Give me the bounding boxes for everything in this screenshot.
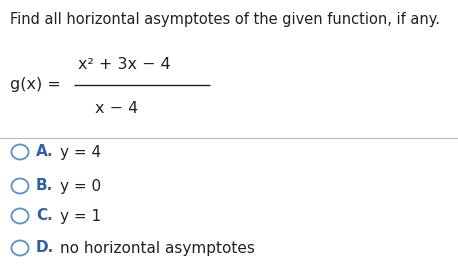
Text: y = 4: y = 4	[60, 145, 101, 160]
Text: no horizontal asymptotes: no horizontal asymptotes	[60, 240, 255, 256]
Text: Find all horizontal asymptotes of the given function, if any.: Find all horizontal asymptotes of the gi…	[10, 12, 440, 27]
Text: x − 4: x − 4	[95, 101, 138, 116]
Text: A.: A.	[36, 145, 54, 160]
Text: g(x) =: g(x) =	[10, 78, 61, 93]
Text: C.: C.	[36, 208, 53, 223]
Text: y = 1: y = 1	[60, 208, 101, 223]
Text: D.: D.	[36, 240, 54, 256]
Text: y = 0: y = 0	[60, 179, 101, 194]
Text: B.: B.	[36, 179, 53, 194]
Text: x² + 3x − 4: x² + 3x − 4	[78, 57, 171, 72]
